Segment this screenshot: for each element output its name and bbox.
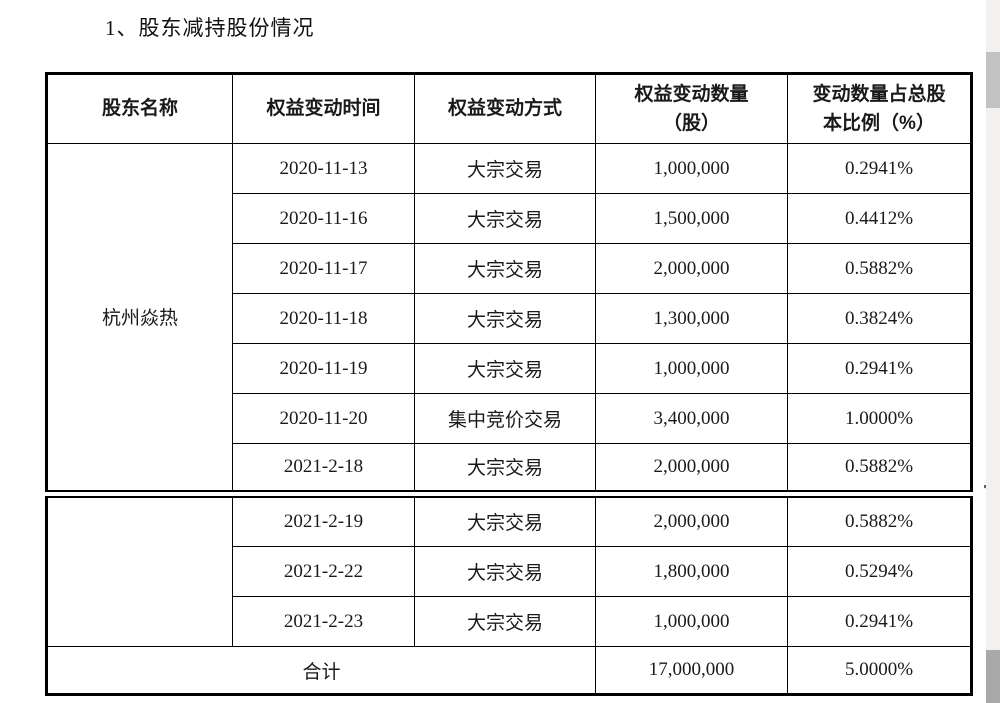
table-row: 2020-11-17 大宗交易 2,000,000 0.5882%	[47, 243, 972, 294]
cell-date: 2021-2-18	[232, 443, 415, 491]
cell-method: 大宗交易	[414, 443, 596, 491]
cell-ratio: 0.5882%	[787, 443, 972, 491]
share-reduction-table-part2: 2021-2-19 大宗交易 2,000,000 0.5882% 2021-2-…	[45, 495, 973, 696]
cell-method: 大宗交易	[414, 343, 596, 394]
cell-method: 大宗交易	[414, 546, 596, 597]
cell-method: 大宗交易	[414, 243, 596, 294]
total-ratio-cell: 5.0000%	[787, 646, 972, 695]
cell-quantity: 3,400,000	[595, 393, 788, 444]
column-header-label: 权益变动方式	[447, 98, 562, 120]
cell-ratio: 1.0000%	[787, 393, 972, 444]
empty-shareholder-cell	[46, 496, 233, 647]
table-row: 2020-11-18 大宗交易 1,300,000 0.3824%	[47, 293, 972, 344]
cell-quantity: 1,000,000	[595, 143, 788, 194]
cell-date: 2020-11-20	[232, 393, 415, 444]
shareholder-name-cell: 杭州焱热	[46, 143, 233, 491]
scrollbar-bottom-thumb[interactable]	[986, 650, 1000, 703]
cell-quantity: 1,800,000	[595, 546, 788, 597]
cell-method: 大宗交易	[414, 293, 596, 344]
scrollbar-thumb[interactable]	[986, 52, 1000, 108]
cell-method: 大宗交易	[414, 596, 596, 647]
cell-date: 2020-11-13	[232, 143, 415, 194]
cell-method: 大宗交易	[414, 496, 596, 547]
cell-date: 2021-2-22	[232, 546, 415, 597]
total-row: 合计 17,000,000 5.0000%	[46, 646, 972, 695]
cell-quantity: 1,500,000	[595, 193, 788, 244]
table-row: 2020-11-19 大宗交易 1,000,000 0.2941%	[47, 343, 972, 394]
column-header-time: 权益变动时间	[232, 73, 415, 144]
page-title: 1、股东减持股份情况	[105, 16, 315, 40]
column-header-label: 权益变动时间	[266, 98, 381, 120]
cell-date: 2020-11-19	[232, 343, 415, 394]
column-header-label: 本比例（%）	[823, 113, 935, 134]
cell-ratio: 0.3824%	[787, 293, 972, 344]
table-row: 2020-11-20 集中竞价交易 3,400,000 1.0000%	[47, 393, 972, 444]
column-header-quantity: 权益变动数量 （股）	[595, 73, 788, 144]
cell-ratio: 0.5294%	[787, 546, 972, 597]
column-header-label: 变动数量占总股	[812, 83, 946, 105]
share-reduction-table: 股东名称 权益变动时间 权益变动方式 权益变动数量 （股） 变动数量占总股 本比…	[45, 72, 973, 696]
column-header-label: 股东名称	[101, 98, 178, 120]
cell-date: 2020-11-17	[232, 243, 415, 294]
total-label-cell: 合计	[46, 646, 596, 695]
column-header-method: 权益变动方式	[414, 73, 596, 144]
table-row: 2021-2-19 大宗交易 2,000,000 0.5882%	[46, 496, 972, 647]
cell-quantity: 2,000,000	[595, 443, 788, 491]
cell-ratio: 0.2941%	[787, 596, 972, 647]
table-header-row: 股东名称 权益变动时间 权益变动方式 权益变动数量 （股） 变动数量占总股 本比…	[46, 73, 972, 144]
cell-quantity: 2,000,000	[595, 496, 788, 547]
cell-ratio: 0.2941%	[787, 343, 972, 394]
share-reduction-table-part1: 股东名称 权益变动时间 权益变动方式 权益变动数量 （股） 变动数量占总股 本比…	[45, 72, 973, 492]
cell-ratio: 0.2941%	[787, 143, 972, 194]
cell-quantity: 1,000,000	[595, 343, 788, 394]
cell-ratio: 0.4412%	[787, 193, 972, 244]
cell-quantity: 1,000,000	[595, 596, 788, 647]
cell-date: 2020-11-18	[232, 293, 415, 344]
table-row: 2021-2-22 大宗交易 1,800,000 0.5294%	[47, 546, 972, 597]
total-quantity-cell: 17,000,000	[595, 646, 788, 695]
column-header-label: （股）	[662, 113, 720, 134]
scrollbar-track[interactable]	[986, 0, 1000, 703]
cell-quantity: 1,300,000	[595, 293, 788, 344]
column-header-label: 权益变动数量	[634, 83, 749, 105]
cell-date: 2020-11-16	[232, 193, 415, 244]
table-row: 2020-11-16 大宗交易 1,500,000 0.4412%	[47, 193, 972, 244]
table-row: 2021-2-23 大宗交易 1,000,000 0.2941%	[47, 596, 972, 647]
cell-ratio: 0.5882%	[787, 496, 972, 547]
column-header-ratio: 变动数量占总股 本比例（%）	[787, 73, 972, 144]
cell-date: 2021-2-23	[232, 596, 415, 647]
column-header-shareholder: 股东名称	[46, 73, 233, 144]
cell-date: 2021-2-19	[232, 496, 415, 547]
cell-method: 集中竞价交易	[414, 393, 596, 444]
cell-ratio: 0.5882%	[787, 243, 972, 294]
table-row: 2021-2-18 大宗交易 2,000,000 0.5882%	[47, 443, 972, 491]
cell-method: 大宗交易	[414, 193, 596, 244]
table-row: 杭州焱热 2020-11-13 大宗交易 1,000,000 0.2941%	[46, 143, 972, 491]
cell-quantity: 2,000,000	[595, 243, 788, 294]
cell-method: 大宗交易	[414, 143, 596, 194]
